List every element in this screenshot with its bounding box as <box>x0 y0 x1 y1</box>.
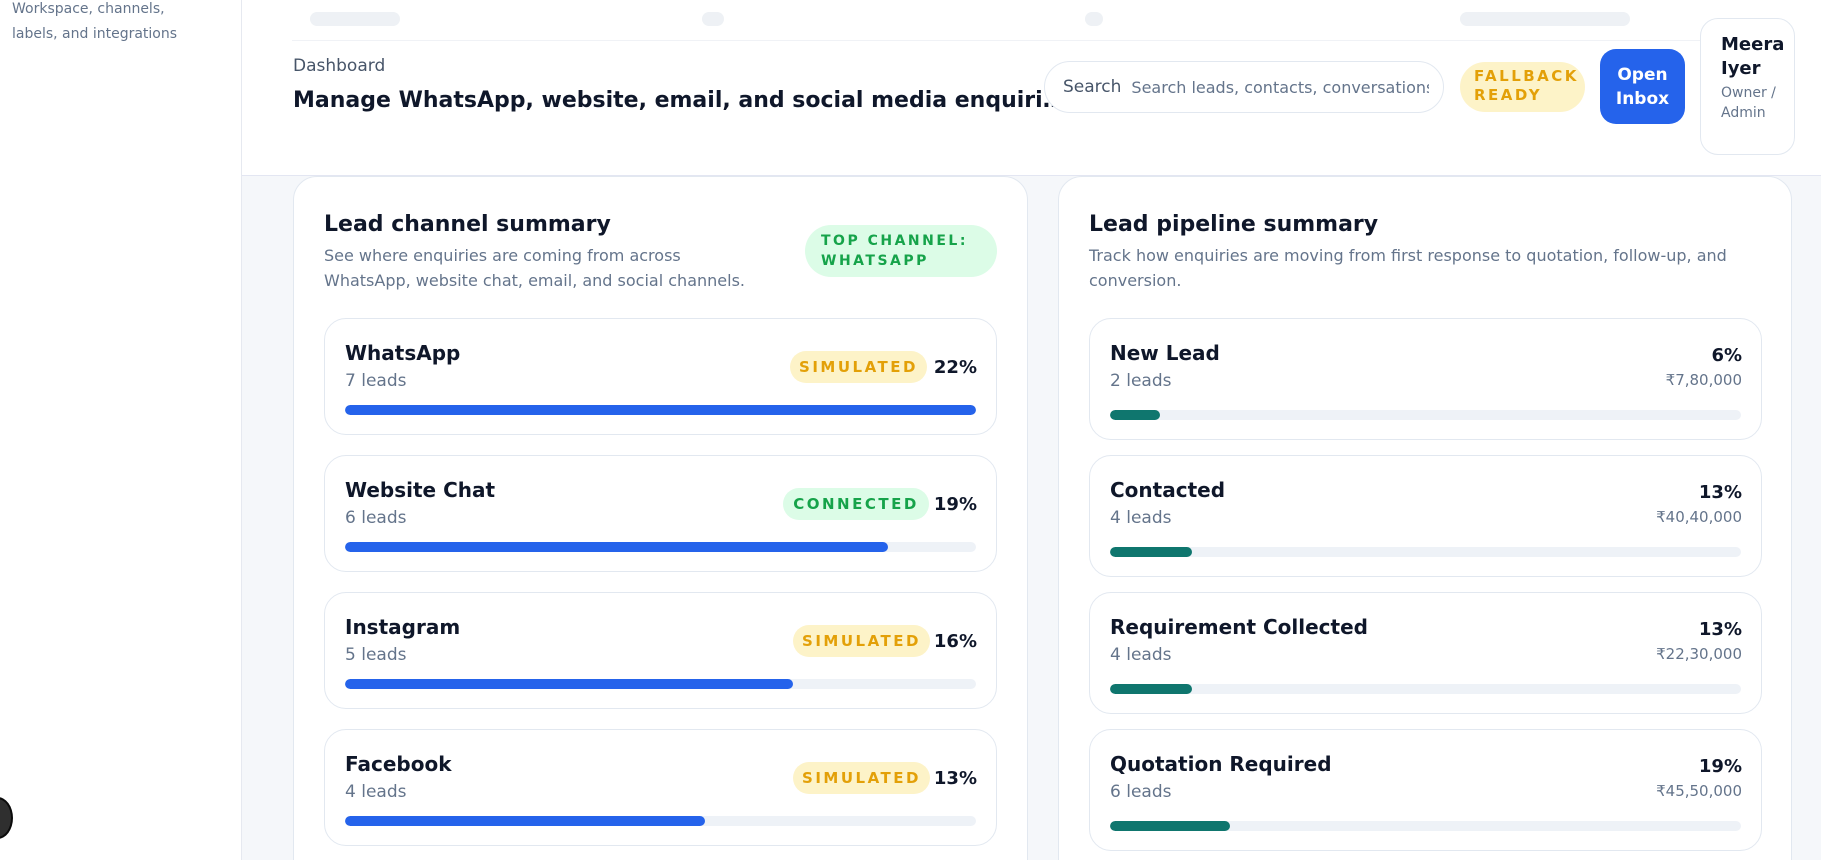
background-decoration <box>702 12 724 26</box>
channel-name: WhatsApp <box>345 341 461 365</box>
channel-lead-count: 7 leads <box>345 371 407 391</box>
background-decoration <box>1085 12 1103 26</box>
user-name: Meera Iyer <box>1721 34 1785 79</box>
stage-name: Requirement Collected <box>1110 615 1368 639</box>
stage-percent: 13% <box>1698 482 1742 503</box>
stage-name: Quotation Required <box>1110 752 1332 776</box>
search-box[interactable]: Search <box>1044 61 1444 113</box>
channel-status-badge: CONNECTED <box>783 488 929 520</box>
stage-progress-track <box>1110 821 1741 831</box>
channel-status-badge: SIMULATED <box>793 762 930 794</box>
floating-action-button[interactable] <box>0 797 13 839</box>
stage-progress-fill <box>1110 410 1161 420</box>
channel-lead-count: 4 leads <box>345 782 407 802</box>
channel-status-badge: SIMULATED <box>790 351 927 383</box>
fallback-status-badge: FALLBACK READY <box>1460 62 1585 112</box>
sidebar-caption: Workspace, channels, labels, and integra… <box>12 1 178 42</box>
channel-progress-fill <box>345 405 976 415</box>
stage-progress-fill <box>1110 547 1193 557</box>
channel-progress-track <box>345 679 976 689</box>
channel-name: Facebook <box>345 752 452 776</box>
background-decoration <box>292 40 1772 41</box>
channel-lead-count: 5 leads <box>345 645 407 665</box>
stage-amount: ₹7,80,000 <box>1665 371 1742 389</box>
user-role: Owner / Admin <box>1721 85 1776 121</box>
stage-percent: 6% <box>1711 345 1742 366</box>
stage-lead-count: 2 leads <box>1110 371 1172 391</box>
channel-progress-track <box>345 405 976 415</box>
top-header: Dashboard Manage WhatsApp, website, emai… <box>242 0 1821 176</box>
lead-channel-summary-panel: Lead channel summary See where enquiries… <box>293 176 1028 860</box>
pipeline-row-new-lead[interactable]: New Lead 2 leads 6% ₹7,80,000 <box>1089 318 1762 440</box>
stage-progress-track <box>1110 547 1741 557</box>
pipeline-row-contacted[interactable]: Contacted 4 leads 13% ₹40,40,000 <box>1089 455 1762 577</box>
channel-status-badge: SIMULATED <box>793 625 930 657</box>
stage-lead-count: 4 leads <box>1110 508 1172 528</box>
channel-name: Website Chat <box>345 478 496 502</box>
channel-name: Instagram <box>345 615 461 639</box>
open-inbox-button[interactable]: Open Inbox <box>1600 49 1685 124</box>
channel-progress-track <box>345 816 976 826</box>
channel-row-whatsapp[interactable]: WhatsApp 7 leads SIMULATED 22% <box>324 318 997 435</box>
stage-progress-track <box>1110 410 1741 420</box>
channel-lead-count: 6 leads <box>345 508 407 528</box>
pipeline-row-requirement-collected[interactable]: Requirement Collected 4 leads 13% ₹22,30… <box>1089 592 1762 714</box>
lead-pipeline-summary-panel: Lead pipeline summary Track how enquirie… <box>1058 176 1792 860</box>
background-decoration <box>1460 12 1630 26</box>
panel-title: Lead channel summary <box>324 212 611 237</box>
channel-progress-fill <box>345 679 793 689</box>
panel-title: Lead pipeline summary <box>1089 212 1379 237</box>
panel-subtitle: See where enquiries are coming from acro… <box>324 246 745 290</box>
channel-row-instagram[interactable]: Instagram 5 leads SIMULATED 16% <box>324 592 997 709</box>
breadcrumb: Dashboard <box>293 56 386 76</box>
stage-progress-fill <box>1110 821 1230 831</box>
stage-amount: ₹22,30,000 <box>1656 645 1742 663</box>
pipeline-row-quotation-required[interactable]: Quotation Required 6 leads 19% ₹45,50,00… <box>1089 729 1762 851</box>
stage-percent: 13% <box>1698 619 1742 640</box>
channel-progress-fill <box>345 816 705 826</box>
stage-amount: ₹45,50,000 <box>1656 782 1742 800</box>
channel-progress-track <box>345 542 976 552</box>
search-input[interactable] <box>1131 77 1443 97</box>
top-channel-badge: TOP CHANNEL: WHATSAPP <box>805 225 997 277</box>
stage-lead-count: 6 leads <box>1110 782 1172 802</box>
stage-lead-count: 4 leads <box>1110 645 1172 665</box>
channel-percent: 19% <box>933 494 977 515</box>
stage-amount: ₹40,40,000 <box>1656 508 1742 526</box>
channel-row-website-chat[interactable]: Website Chat 6 leads CONNECTED 19% <box>324 455 997 572</box>
stage-progress-fill <box>1110 684 1193 694</box>
channel-row-facebook[interactable]: Facebook 4 leads SIMULATED 13% <box>324 729 997 846</box>
sidebar: Workspace, channels, labels, and integra… <box>0 0 242 860</box>
user-menu[interactable]: Meera Iyer Owner / Admin <box>1700 18 1795 155</box>
channel-percent: 13% <box>933 768 977 789</box>
stage-percent: 19% <box>1698 756 1742 777</box>
channel-percent: 22% <box>933 357 977 378</box>
background-decoration <box>310 12 400 26</box>
stage-name: New Lead <box>1110 341 1220 365</box>
panel-subtitle: Track how enquiries are moving from firs… <box>1089 246 1727 290</box>
channel-progress-fill <box>345 542 888 552</box>
stage-progress-track <box>1110 684 1741 694</box>
stage-name: Contacted <box>1110 478 1226 502</box>
page-title: Manage WhatsApp, website, email, and soc… <box>293 88 1068 113</box>
search-label: Search <box>1063 77 1122 97</box>
channel-percent: 16% <box>933 631 977 652</box>
